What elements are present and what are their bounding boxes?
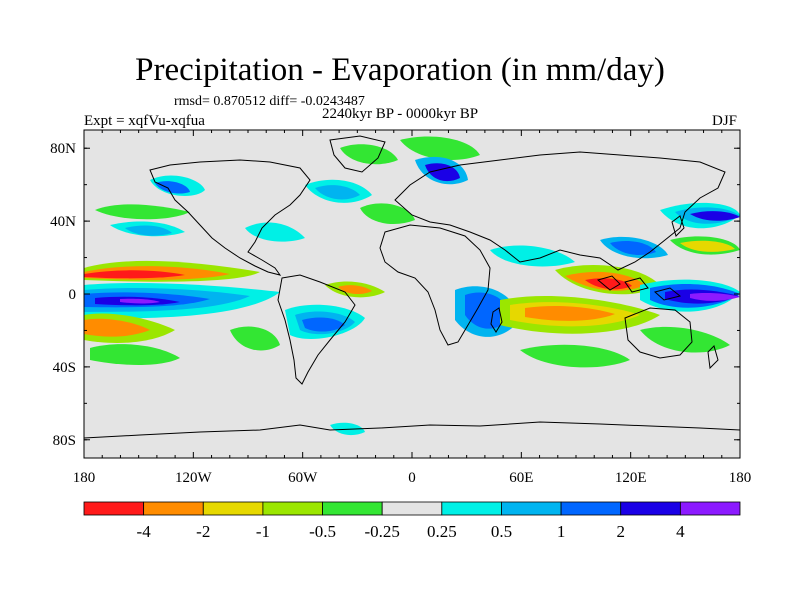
- experiment-label: Expt = xqfVu-xqfua: [84, 113, 205, 129]
- anomaly-region: [125, 225, 172, 236]
- x-tick-label: 120W: [175, 470, 213, 486]
- y-axis: 80N 40N 0 40S 80S: [50, 141, 740, 449]
- anomaly-region: [120, 298, 160, 304]
- x-axis: 180 120W 60W 0 60E 120E 180: [73, 130, 752, 486]
- colorbar-label: -0.5: [309, 522, 336, 541]
- anomaly-region: [360, 203, 415, 224]
- colorbar-label: -2: [196, 522, 210, 541]
- coastline-eurasia: [394, 151, 726, 271]
- anomaly-region: [338, 285, 372, 295]
- coastline-africa: [379, 224, 491, 346]
- coastline-antarctica: [84, 421, 740, 439]
- anomaly-region: [400, 136, 480, 160]
- anomaly-region: [610, 241, 656, 255]
- coastline-japan: [671, 215, 685, 237]
- anomaly-region: [680, 240, 735, 252]
- x-tick-label: 180: [729, 470, 752, 486]
- y-tick-label: 80S: [53, 433, 76, 449]
- coastline-new-zealand: [707, 345, 719, 370]
- anomaly-region: [465, 292, 510, 329]
- colorbar-label: -4: [137, 522, 152, 541]
- y-tick-label: 40N: [50, 214, 76, 230]
- anomaly-region: [585, 278, 632, 290]
- colorbar-label: 0.25: [427, 522, 457, 541]
- coastlines: [84, 135, 740, 439]
- anomaly-region: [525, 305, 615, 321]
- colorbar-swatch: [441, 501, 502, 516]
- anomaly-region: [690, 211, 740, 221]
- coastline-island: [624, 277, 649, 293]
- anomaly-region: [155, 181, 190, 194]
- y-tick-label: 40S: [53, 360, 76, 376]
- colorbar-swatch: [501, 501, 562, 516]
- x-tick-label: 120E: [615, 470, 647, 486]
- x-tick-label: 60W: [288, 470, 318, 486]
- colorbar-label: 0.5: [491, 522, 512, 541]
- anomaly-region: [340, 144, 398, 165]
- colorbar-swatch: [381, 501, 443, 516]
- colorbar-label: -1: [256, 522, 270, 541]
- colorbar-swatch: [83, 501, 145, 516]
- anomaly-region: [425, 163, 460, 182]
- anomaly-field: [84, 136, 740, 436]
- colorbar-swatch: [322, 501, 383, 516]
- x-tick-label: 180: [73, 470, 96, 486]
- coastline-island: [596, 275, 621, 291]
- coastline-north-america: [149, 159, 311, 276]
- y-tick-label: 80N: [50, 141, 76, 157]
- colorbar-label: 1: [557, 522, 566, 541]
- coastline-australia: [624, 307, 693, 359]
- colorbar-swatch: [560, 501, 622, 516]
- x-tick-label: 0: [408, 470, 416, 486]
- anomaly-region: [690, 293, 740, 301]
- anomaly-region: [302, 317, 345, 332]
- coastline-island: [653, 287, 682, 301]
- coastline-madagascar: [490, 307, 503, 333]
- rmsd-diff-stats: rmsd= 0.870512 diff= -0.0243487: [174, 94, 365, 109]
- x-tick-label: 60E: [509, 470, 533, 486]
- colorbar-swatch: [679, 501, 741, 516]
- colorbar-swatch: [262, 501, 323, 516]
- colorbar-swatch: [143, 501, 204, 516]
- colorbar-label: -0.25: [364, 522, 399, 541]
- season-label: DJF: [712, 113, 738, 129]
- period-label: 2240kyr BP - 0000kyr BP: [322, 106, 479, 122]
- map-title: Precipitation - Evaporation (in mm/day): [135, 52, 665, 88]
- colorbar-label: 4: [676, 522, 685, 541]
- colorbar-swatch: [620, 501, 681, 516]
- coastline-greenland: [329, 135, 386, 173]
- y-tick-label: 0: [69, 287, 77, 303]
- anomaly-region: [84, 270, 185, 279]
- coastline-south-america: [277, 274, 356, 385]
- anomaly-region: [315, 185, 360, 200]
- anomaly-region: [84, 318, 150, 337]
- anomaly-region: [520, 344, 630, 368]
- anomaly-region: [640, 326, 730, 353]
- anomaly-region: [230, 326, 280, 351]
- colorbar: -4 -2 -1 -0.5 -0.25 0.25 0.5 1 2 4: [83, 501, 741, 541]
- colorbar-swatch: [202, 501, 264, 516]
- anomaly-region: [490, 245, 575, 267]
- colorbar-label: 2: [616, 522, 625, 541]
- anomaly-region: [95, 204, 190, 220]
- anomaly-region: [90, 344, 180, 365]
- anomaly-region: [245, 222, 305, 242]
